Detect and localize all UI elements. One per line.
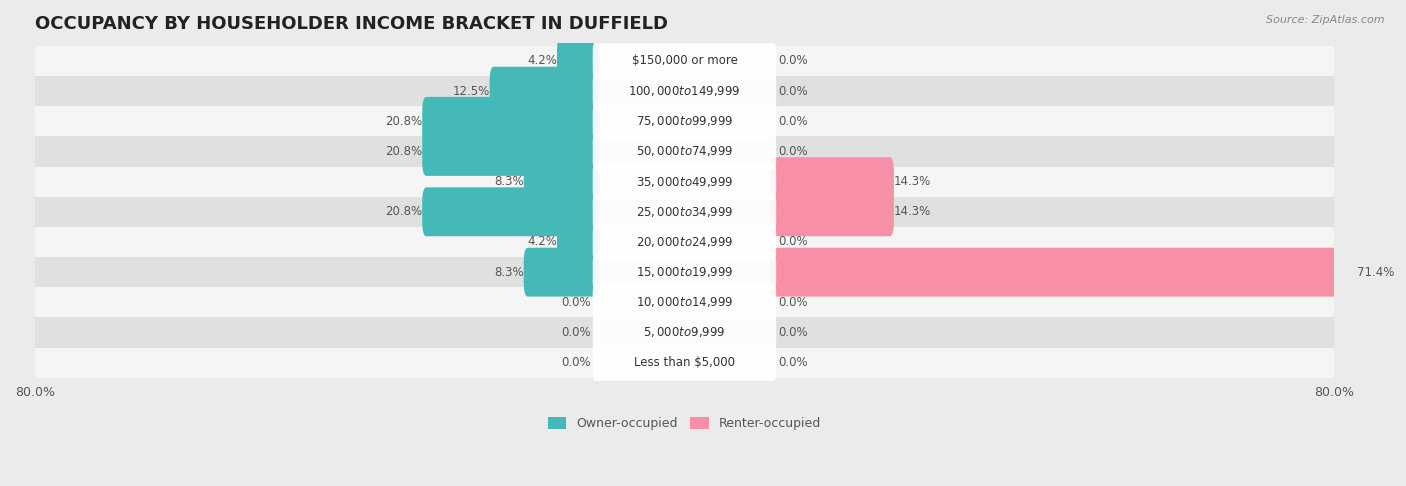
- FancyBboxPatch shape: [422, 97, 599, 146]
- Text: $15,000 to $19,999: $15,000 to $19,999: [636, 265, 733, 279]
- FancyBboxPatch shape: [557, 218, 599, 266]
- Text: 14.3%: 14.3%: [894, 205, 931, 218]
- Text: 14.3%: 14.3%: [894, 175, 931, 188]
- FancyBboxPatch shape: [422, 127, 599, 176]
- FancyBboxPatch shape: [35, 287, 1334, 317]
- FancyBboxPatch shape: [593, 133, 776, 170]
- Text: 0.0%: 0.0%: [561, 296, 591, 309]
- Text: $35,000 to $49,999: $35,000 to $49,999: [636, 174, 733, 189]
- Text: $50,000 to $74,999: $50,000 to $74,999: [636, 144, 733, 158]
- Text: $20,000 to $24,999: $20,000 to $24,999: [636, 235, 733, 249]
- Text: 20.8%: 20.8%: [385, 205, 422, 218]
- FancyBboxPatch shape: [35, 167, 1334, 197]
- Text: 0.0%: 0.0%: [778, 326, 807, 339]
- FancyBboxPatch shape: [523, 157, 599, 206]
- FancyBboxPatch shape: [593, 163, 776, 200]
- Text: 0.0%: 0.0%: [778, 236, 807, 248]
- FancyBboxPatch shape: [593, 314, 776, 351]
- FancyBboxPatch shape: [593, 103, 776, 139]
- Text: 20.8%: 20.8%: [385, 115, 422, 128]
- Text: $25,000 to $34,999: $25,000 to $34,999: [636, 205, 733, 219]
- FancyBboxPatch shape: [35, 76, 1334, 106]
- Text: 4.2%: 4.2%: [527, 236, 557, 248]
- FancyBboxPatch shape: [35, 227, 1334, 257]
- FancyBboxPatch shape: [35, 347, 1334, 378]
- FancyBboxPatch shape: [769, 248, 1357, 296]
- FancyBboxPatch shape: [422, 188, 599, 236]
- Text: $150,000 or more: $150,000 or more: [631, 54, 737, 68]
- Text: 20.8%: 20.8%: [385, 145, 422, 158]
- Text: 0.0%: 0.0%: [778, 54, 807, 68]
- Text: 0.0%: 0.0%: [778, 296, 807, 309]
- FancyBboxPatch shape: [593, 43, 776, 79]
- Text: Source: ZipAtlas.com: Source: ZipAtlas.com: [1267, 15, 1385, 25]
- FancyBboxPatch shape: [35, 257, 1334, 287]
- FancyBboxPatch shape: [593, 73, 776, 109]
- FancyBboxPatch shape: [593, 224, 776, 260]
- Legend: Owner-occupied, Renter-occupied: Owner-occupied, Renter-occupied: [543, 412, 827, 435]
- Text: Less than $5,000: Less than $5,000: [634, 356, 735, 369]
- Text: $10,000 to $14,999: $10,000 to $14,999: [636, 295, 733, 309]
- Text: 0.0%: 0.0%: [778, 356, 807, 369]
- Text: 0.0%: 0.0%: [778, 145, 807, 158]
- FancyBboxPatch shape: [769, 188, 894, 236]
- Text: OCCUPANCY BY HOUSEHOLDER INCOME BRACKET IN DUFFIELD: OCCUPANCY BY HOUSEHOLDER INCOME BRACKET …: [35, 15, 668, 33]
- FancyBboxPatch shape: [593, 254, 776, 291]
- Text: 0.0%: 0.0%: [561, 356, 591, 369]
- FancyBboxPatch shape: [593, 344, 776, 381]
- Text: 8.3%: 8.3%: [494, 266, 523, 278]
- FancyBboxPatch shape: [35, 106, 1334, 137]
- Text: $5,000 to $9,999: $5,000 to $9,999: [643, 326, 725, 339]
- FancyBboxPatch shape: [769, 157, 894, 206]
- FancyBboxPatch shape: [593, 193, 776, 230]
- Text: 0.0%: 0.0%: [778, 115, 807, 128]
- Text: 12.5%: 12.5%: [453, 85, 489, 98]
- FancyBboxPatch shape: [489, 67, 599, 116]
- Text: 71.4%: 71.4%: [1357, 266, 1395, 278]
- Text: 4.2%: 4.2%: [527, 54, 557, 68]
- FancyBboxPatch shape: [35, 317, 1334, 347]
- FancyBboxPatch shape: [35, 197, 1334, 227]
- Text: 8.3%: 8.3%: [494, 175, 523, 188]
- Text: $75,000 to $99,999: $75,000 to $99,999: [636, 114, 733, 128]
- Text: 0.0%: 0.0%: [561, 326, 591, 339]
- Text: $100,000 to $149,999: $100,000 to $149,999: [628, 84, 741, 98]
- FancyBboxPatch shape: [35, 46, 1334, 76]
- FancyBboxPatch shape: [557, 36, 599, 86]
- FancyBboxPatch shape: [523, 248, 599, 296]
- Text: 0.0%: 0.0%: [778, 85, 807, 98]
- FancyBboxPatch shape: [593, 284, 776, 321]
- FancyBboxPatch shape: [35, 137, 1334, 167]
